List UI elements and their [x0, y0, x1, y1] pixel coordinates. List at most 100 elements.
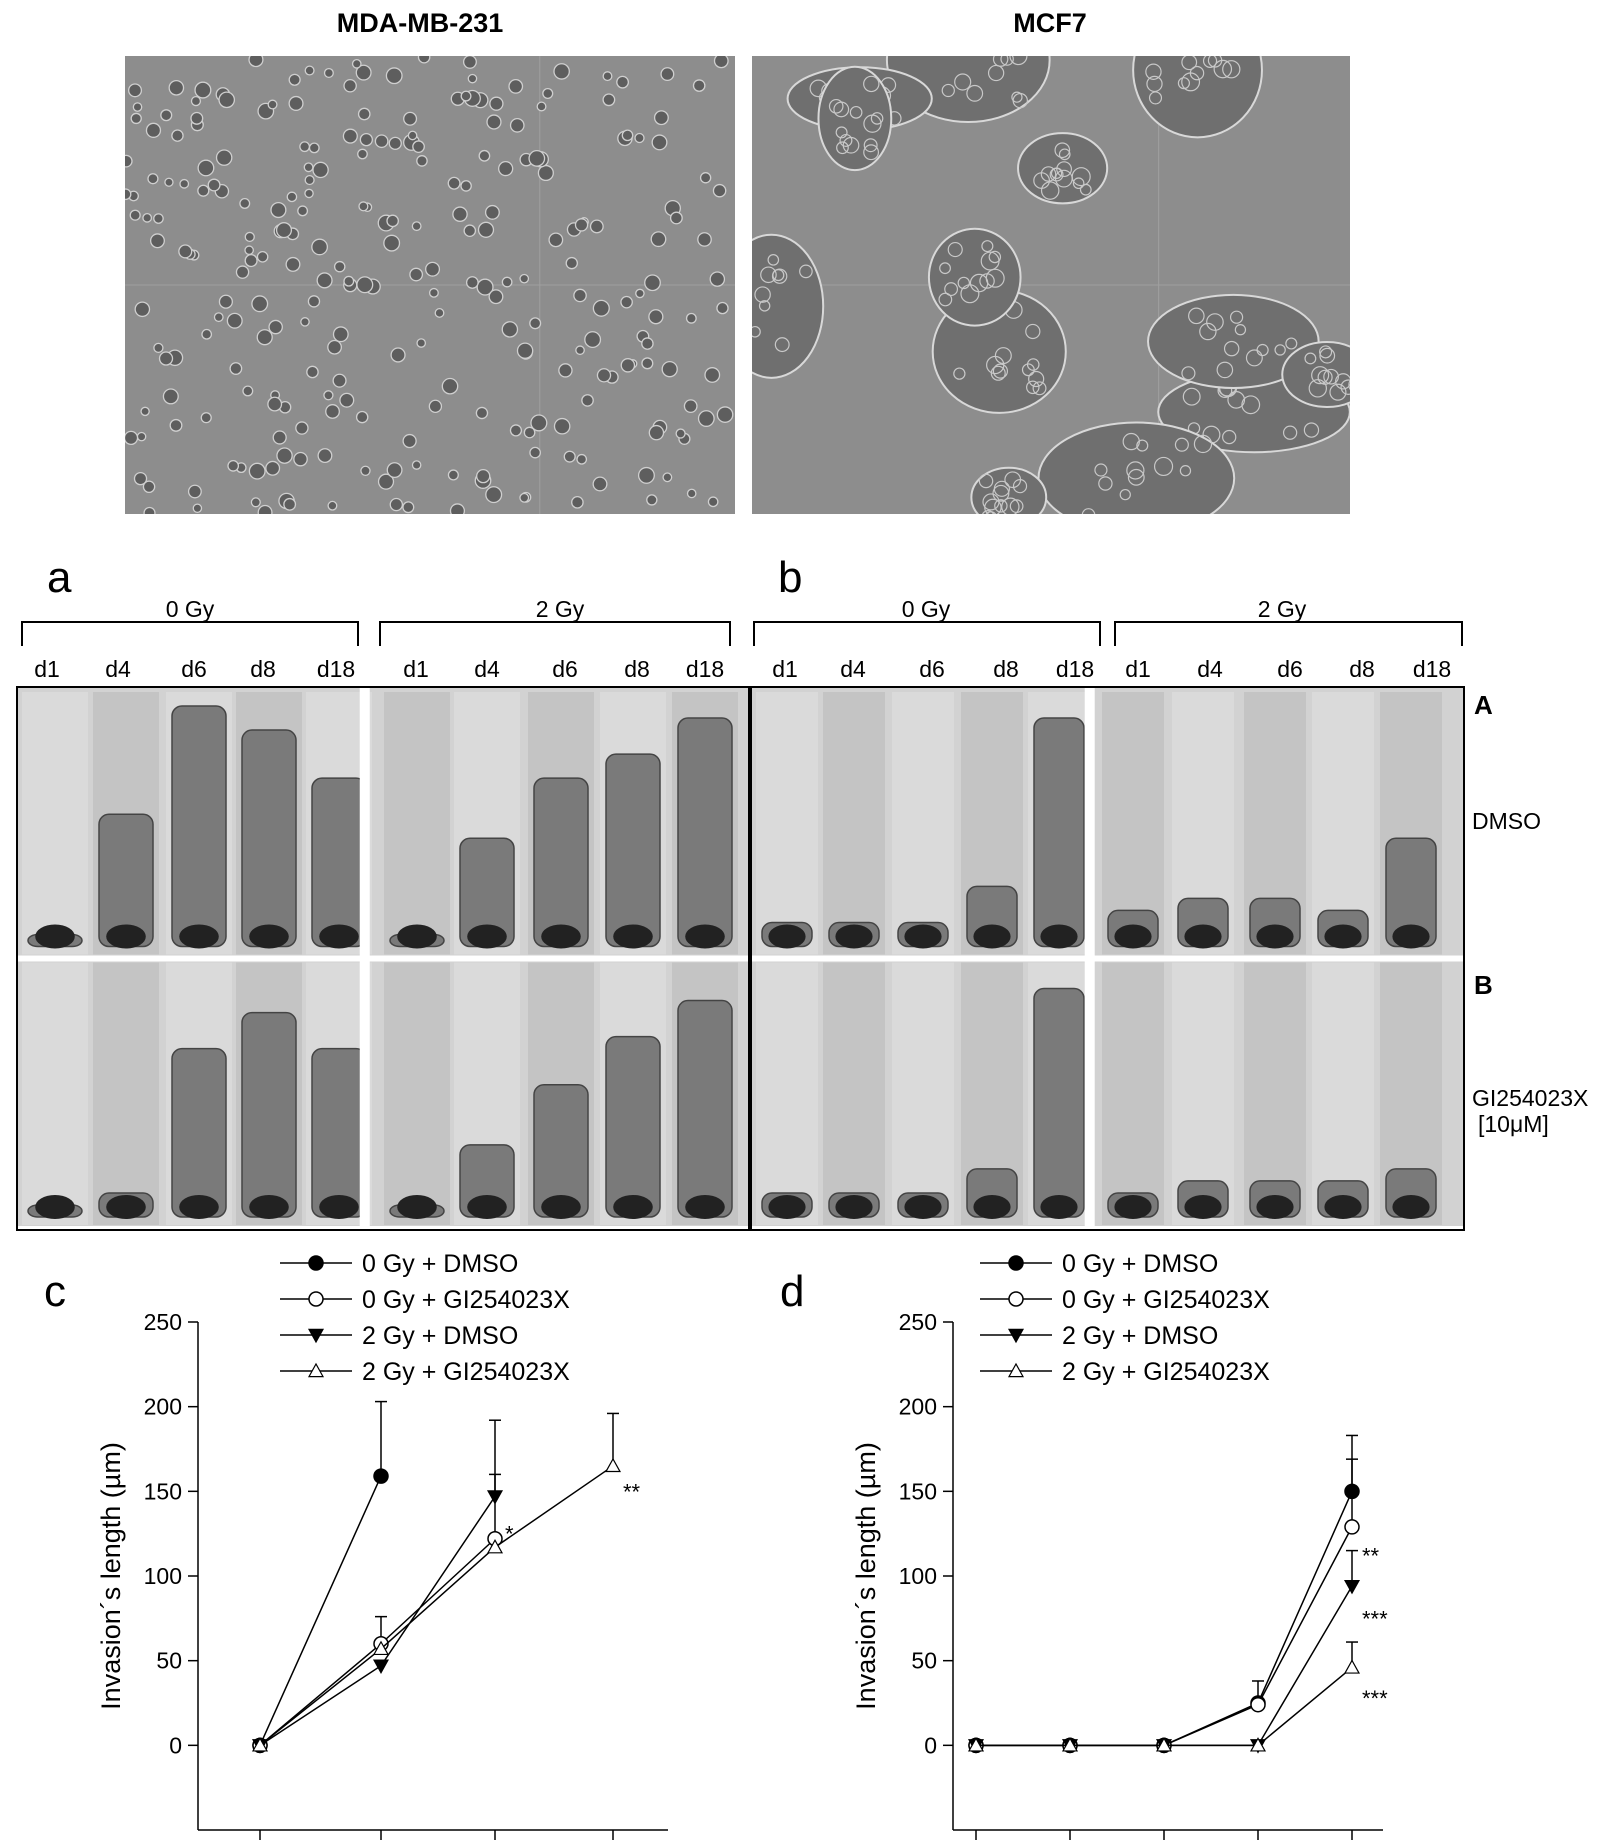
invasion-lane [528, 962, 594, 1225]
invasion-lane [1312, 962, 1374, 1225]
day-label: d6 [552, 656, 578, 682]
data-point [1344, 1519, 1360, 1535]
legend-label: 0 Gy + GI254023X [362, 1286, 570, 1314]
day-label: d4 [474, 656, 500, 682]
invasion-lane [236, 962, 302, 1225]
invasion-lane [22, 962, 88, 1225]
significance-annotation: *** [1362, 1606, 1388, 1631]
invasion-lane [93, 692, 159, 955]
invasion-lane [672, 692, 738, 955]
day-label: d4 [105, 656, 131, 682]
day-label: d6 [1277, 656, 1303, 682]
legend-label: 2 Gy + GI254023X [1062, 1358, 1270, 1386]
series-0 [252, 1400, 389, 1754]
y-tick-label: 200 [144, 1394, 182, 1420]
data-point [373, 1468, 389, 1484]
chart-c: 050100150200250d1d4d6d8Invasion´s length… [96, 1250, 668, 1840]
row-letter-a: A [1474, 690, 1493, 720]
invasion-lane [1102, 962, 1164, 1225]
day-label: d4 [1197, 656, 1223, 682]
invasion-lane [1380, 692, 1442, 955]
invasion-lane [236, 692, 302, 955]
condition-label-dmso: DMSO [1472, 808, 1541, 834]
chart-d: 050100150200250d1d4d6d8d18Invasion´s len… [851, 1250, 1388, 1840]
micrograph-mcf7 [752, 56, 1350, 514]
legend-entry: 0 Gy + DMSO [280, 1250, 518, 1278]
day-label: d18 [1055, 656, 1095, 682]
invasion-lane [823, 962, 885, 1225]
data-point [967, 1737, 985, 1752]
invasion-lane [892, 962, 954, 1225]
invasion-lane [166, 692, 232, 955]
series-line [259, 1475, 382, 1746]
invasion-lane [756, 692, 818, 955]
invasion-lane [1028, 962, 1090, 1225]
invasion-frame-a [16, 686, 750, 1231]
significance-annotation: * [505, 1522, 514, 1547]
legend-label: 0 Gy + DMSO [1062, 1250, 1218, 1278]
data-point [486, 1490, 504, 1505]
data-point [251, 1737, 269, 1752]
invasion-lane [22, 692, 88, 955]
day-label: d1 [772, 656, 798, 682]
condition-label-gi254023x: GI254023X [1472, 1085, 1589, 1111]
day-label: d18 [1412, 656, 1452, 682]
day-label: d8 [993, 656, 1019, 682]
group-label-a-0gy: 0 Gy [165, 596, 215, 622]
day-label: d8 [250, 656, 276, 682]
data-point [1155, 1737, 1173, 1752]
series-line [976, 1666, 1353, 1747]
bracket-lines-b [753, 621, 1463, 646]
y-tick-label: 250 [144, 1309, 182, 1335]
invasion-lane [166, 962, 232, 1225]
series-line [976, 1526, 1353, 1747]
invasion-lane [672, 962, 738, 1225]
day-label: d1 [403, 656, 429, 682]
y-tick-label: 50 [156, 1648, 182, 1674]
data-point [372, 1659, 390, 1674]
day-label: d8 [1349, 656, 1375, 682]
data-point [372, 1640, 390, 1656]
y-tick-label: 100 [899, 1563, 937, 1589]
legend-entry: 0 Gy + DMSO [980, 1250, 1218, 1278]
row-letter-b: B [1474, 970, 1493, 1000]
invasion-lane [1244, 692, 1306, 955]
invasion-lane [454, 692, 520, 955]
condition-label-concentration: [10μM] [1478, 1111, 1549, 1137]
invasion-lane [1102, 692, 1164, 955]
invasion-lane [93, 962, 159, 1225]
series-2 [251, 1419, 504, 1754]
series-2 [967, 1549, 1361, 1754]
legend-label: 0 Gy + GI254023X [1062, 1286, 1270, 1314]
legend-label: 2 Gy + DMSO [1062, 1322, 1218, 1350]
day-label: d8 [624, 656, 650, 682]
legend-entry: 2 Gy + DMSO [980, 1322, 1218, 1350]
group-label-a-2gy: 2 Gy [535, 596, 585, 622]
data-point [1343, 1579, 1361, 1595]
invasion-lane [961, 962, 1023, 1225]
panel-letter-a: a [47, 553, 72, 602]
data-point [1061, 1737, 1079, 1752]
y-tick-label: 0 [169, 1732, 182, 1758]
y-tick-label: 0 [924, 1732, 937, 1758]
invasion-lane [528, 692, 594, 955]
series-line [259, 1465, 614, 1746]
series-0 [968, 1434, 1360, 1754]
legend-entry: 2 Gy + GI254023X [280, 1358, 570, 1386]
invasion-lane [1380, 962, 1442, 1225]
day-label: d1 [1125, 656, 1151, 682]
data-point [604, 1457, 622, 1473]
y-tick-label: 50 [911, 1648, 937, 1674]
day-label: d6 [919, 656, 945, 682]
group-label-b-0gy: 0 Gy [901, 596, 951, 622]
series-3 [967, 1641, 1361, 1752]
micrograph-mda-mb-231 [125, 56, 735, 514]
invasion-lane [454, 962, 520, 1225]
series-1 [252, 1473, 503, 1754]
legend-label: 2 Gy + DMSO [362, 1322, 518, 1350]
invasion-lane [1028, 692, 1090, 955]
data-point [1250, 1696, 1266, 1713]
panel-letter-c: c [44, 1267, 66, 1316]
invasion-lane [756, 962, 818, 1225]
data-point [1249, 1737, 1267, 1752]
